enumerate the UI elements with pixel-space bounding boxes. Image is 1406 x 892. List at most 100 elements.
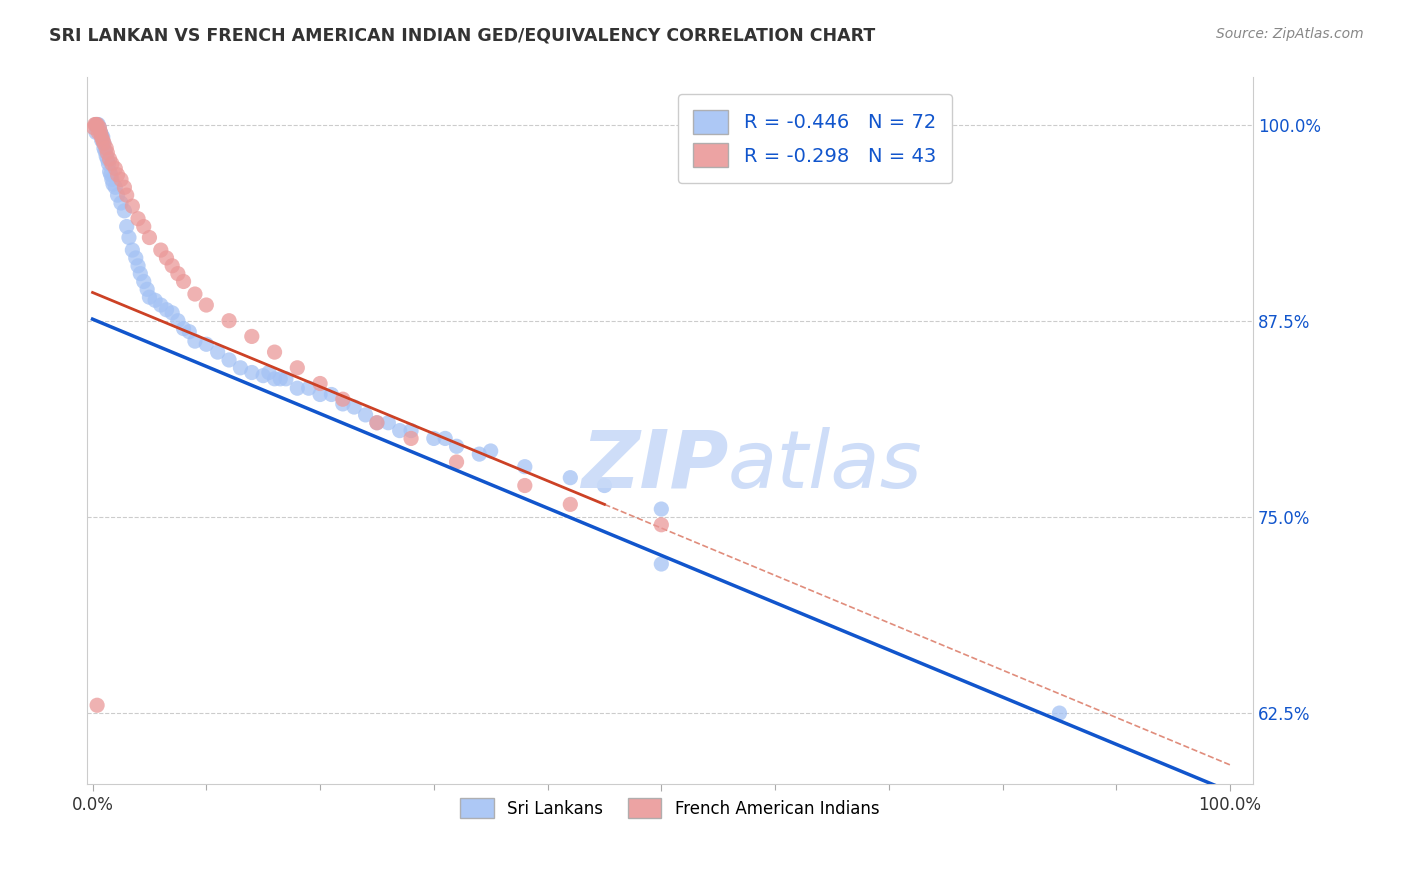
Point	[229, 360, 252, 375]
Point	[96, 149, 118, 163]
Point	[98, 164, 121, 178]
Point	[89, 125, 111, 139]
Point	[195, 337, 218, 351]
Point	[240, 329, 263, 343]
Point	[101, 157, 124, 171]
Point	[87, 125, 110, 139]
Point	[179, 325, 201, 339]
Point	[98, 152, 121, 166]
Point	[107, 188, 129, 202]
Point	[399, 424, 422, 438]
Point	[125, 251, 148, 265]
Point	[446, 439, 468, 453]
Point	[149, 298, 172, 312]
Point	[90, 133, 112, 147]
Point	[83, 118, 105, 132]
Point	[89, 120, 111, 135]
Point	[218, 314, 240, 328]
Point	[84, 118, 107, 132]
Point	[388, 424, 411, 438]
Point	[110, 172, 132, 186]
Point	[121, 199, 143, 213]
Point	[93, 136, 115, 151]
Point	[593, 478, 616, 492]
Point	[107, 168, 129, 182]
Point	[257, 366, 280, 380]
Point	[87, 118, 110, 132]
Point	[143, 293, 166, 308]
Point	[96, 152, 118, 166]
Point	[269, 372, 291, 386]
Point	[513, 459, 536, 474]
Point	[173, 321, 195, 335]
Text: SRI LANKAN VS FRENCH AMERICAN INDIAN GED/EQUIVALENCY CORRELATION CHART: SRI LANKAN VS FRENCH AMERICAN INDIAN GED…	[49, 27, 876, 45]
Point	[650, 557, 672, 571]
Point	[115, 188, 138, 202]
Point	[96, 145, 118, 160]
Point	[446, 455, 468, 469]
Point	[155, 251, 177, 265]
Point	[207, 345, 229, 359]
Point	[86, 118, 108, 132]
Point	[274, 372, 297, 386]
Point	[138, 290, 160, 304]
Point	[132, 219, 155, 234]
Point	[115, 219, 138, 234]
Point	[96, 141, 118, 155]
Point	[195, 298, 218, 312]
Point	[184, 287, 207, 301]
Point	[101, 172, 124, 186]
Point	[100, 168, 122, 182]
Point	[366, 416, 388, 430]
Point	[560, 497, 582, 511]
Point	[132, 275, 155, 289]
Point	[129, 267, 152, 281]
Point	[89, 125, 111, 139]
Point	[97, 157, 120, 171]
Text: atlas: atlas	[728, 427, 922, 505]
Point	[91, 130, 114, 145]
Point	[93, 141, 115, 155]
Point	[332, 397, 354, 411]
Point	[309, 387, 332, 401]
Point	[127, 259, 149, 273]
Point	[155, 302, 177, 317]
Point	[86, 698, 108, 713]
Point	[309, 376, 332, 391]
Point	[240, 366, 263, 380]
Point	[399, 432, 422, 446]
Point	[104, 161, 127, 176]
Point	[263, 345, 285, 359]
Point	[136, 282, 159, 296]
Point	[127, 211, 149, 226]
Point	[104, 180, 127, 194]
Point	[285, 360, 308, 375]
Point	[321, 387, 343, 401]
Point	[90, 130, 112, 145]
Point	[479, 444, 502, 458]
Point	[285, 381, 308, 395]
Point	[332, 392, 354, 407]
Point	[93, 136, 115, 151]
Point	[366, 416, 388, 430]
Point	[167, 267, 190, 281]
Point	[112, 180, 135, 194]
Text: Source: ZipAtlas.com: Source: ZipAtlas.com	[1216, 27, 1364, 41]
Point	[89, 120, 111, 135]
Point	[160, 259, 183, 273]
Point	[94, 145, 117, 159]
Point	[184, 334, 207, 348]
Point	[298, 381, 321, 395]
Point	[84, 118, 107, 132]
Text: ZIP: ZIP	[581, 427, 728, 505]
Point	[513, 478, 536, 492]
Point	[90, 128, 112, 143]
Point	[263, 372, 285, 386]
Point	[110, 196, 132, 211]
Point	[121, 243, 143, 257]
Point	[343, 400, 366, 414]
Point	[138, 230, 160, 244]
Point	[173, 275, 195, 289]
Point	[1049, 706, 1071, 720]
Point	[112, 203, 135, 218]
